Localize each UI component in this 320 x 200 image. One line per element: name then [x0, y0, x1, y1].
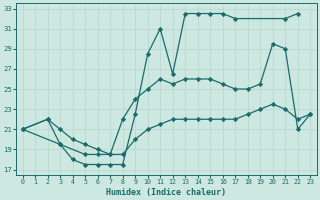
X-axis label: Humidex (Indice chaleur): Humidex (Indice chaleur) — [107, 188, 227, 197]
